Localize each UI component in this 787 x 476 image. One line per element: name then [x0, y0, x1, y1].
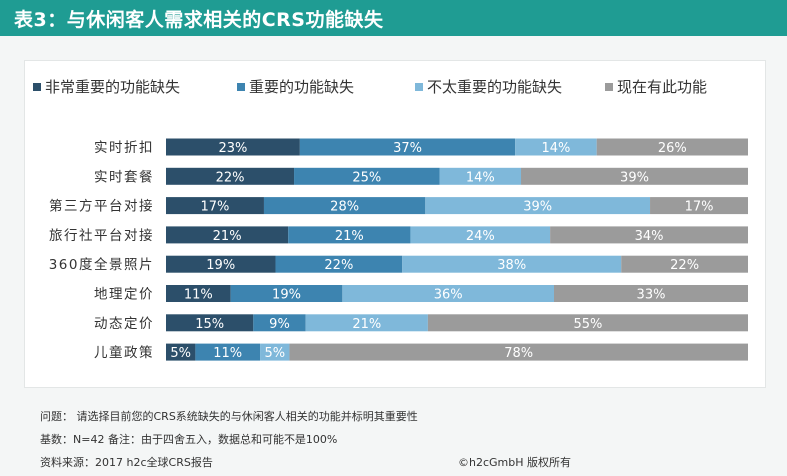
data-label: 17%	[201, 200, 230, 215]
bar-segment	[195, 343, 261, 361]
data-label: 28%	[330, 200, 359, 215]
bar-segment	[515, 138, 597, 156]
bar-segment	[425, 197, 651, 215]
bar-segment	[427, 314, 748, 332]
category-label: 360度全景照片	[49, 256, 154, 273]
data-label: 21%	[335, 229, 364, 244]
data-label: 25%	[352, 170, 381, 185]
footer-base: 基数：N=42 备注：由于四舍五入，数据总和可能不是100%	[40, 433, 338, 446]
data-label: 11%	[213, 346, 242, 361]
bar-segment	[650, 197, 748, 215]
category-label: 第三方平台对接	[49, 198, 154, 215]
footer-copyright: ©h2cGmbH 版权所有	[458, 456, 572, 469]
data-label: 11%	[184, 288, 213, 303]
bar-segment	[260, 343, 290, 361]
header-bar: 表3：与休闲客人需求相关的CRS功能缺失	[0, 0, 787, 36]
category-label: 实时折扣	[94, 140, 154, 156]
data-label: 55%	[573, 317, 602, 332]
data-label: 34%	[635, 229, 664, 244]
category-label: 地理定价	[94, 287, 154, 303]
bar-segment	[410, 226, 551, 244]
bar-segment	[166, 138, 300, 156]
bar-segment	[439, 167, 522, 185]
bar-segment	[596, 138, 748, 156]
data-label: 21%	[213, 229, 242, 244]
data-label: 24%	[466, 229, 495, 244]
data-label: 17%	[685, 200, 714, 215]
category-label: 儿童政策	[94, 344, 154, 361]
data-label: 37%	[393, 141, 422, 156]
data-label: 26%	[658, 141, 687, 156]
bar-segment	[550, 226, 748, 244]
bar-segment	[166, 314, 254, 332]
legend-swatch	[237, 83, 245, 91]
data-label: 33%	[637, 288, 666, 303]
bar-segment	[288, 226, 411, 244]
category-label: 实时套餐	[94, 169, 154, 185]
bar-segment	[263, 197, 426, 215]
bar-segment	[342, 285, 554, 302]
bar-segment	[166, 167, 295, 185]
bar-segment	[402, 255, 622, 273]
bar-segment	[275, 255, 403, 273]
bar-segment	[166, 255, 276, 273]
legend-label: 现在有此功能	[617, 78, 707, 96]
data-label: 21%	[352, 317, 381, 332]
data-label: 15%	[195, 317, 224, 332]
legend-label: 不太重要的功能缺失	[427, 78, 562, 96]
category-label: 动态定价	[94, 316, 154, 332]
data-label: 14%	[466, 170, 495, 185]
bar-segment	[230, 285, 343, 302]
bar-segment	[294, 167, 440, 185]
data-label: 36%	[434, 288, 463, 303]
data-label: 39%	[523, 200, 552, 215]
bar-segment	[305, 314, 428, 332]
data-label: 22%	[670, 258, 699, 273]
bar-segment	[289, 343, 748, 361]
data-label: 23%	[218, 141, 247, 156]
legend-label: 非常重要的功能缺失	[45, 78, 180, 96]
data-label: 22%	[216, 170, 245, 185]
bar-segment	[299, 138, 516, 156]
bar-segment	[166, 226, 289, 244]
bar-segment	[166, 197, 264, 215]
data-label: 19%	[206, 258, 235, 273]
footer-question: 问题： 请选择目前您的CRS系统缺失的与休闲客人相关的功能并标明其重要性	[40, 410, 418, 423]
data-label: 19%	[272, 288, 301, 303]
data-label: 14%	[541, 141, 570, 156]
page-title: 表3：与休闲客人需求相关的CRS功能缺失	[14, 9, 384, 31]
data-label: 5%	[170, 346, 191, 361]
bar-segment	[166, 343, 196, 361]
legend-swatch	[415, 83, 423, 91]
category-label: 旅行社平台对接	[49, 227, 154, 244]
chart-panel: 非常重要的功能缺失 重要的功能缺失 不太重要的功能缺失 现在有此功能实时折扣 23% 37…	[24, 60, 766, 388]
data-label: 78%	[504, 346, 533, 361]
bar-segment	[621, 255, 748, 273]
bar-segment	[253, 314, 306, 332]
legend-swatch	[33, 83, 41, 91]
data-label: 9%	[269, 317, 290, 332]
data-label: 39%	[620, 170, 649, 185]
bar-segment	[166, 285, 231, 302]
legend-label: 重要的功能缺失	[249, 78, 354, 96]
bar-segment	[521, 167, 748, 185]
data-label: 38%	[497, 258, 526, 273]
bar-segment	[554, 285, 748, 302]
legend-swatch	[605, 83, 613, 91]
footer-source: 资料来源：2017 h2c全球CRS报告	[40, 456, 213, 469]
data-label: 22%	[324, 258, 353, 273]
data-label: 5%	[264, 346, 285, 361]
